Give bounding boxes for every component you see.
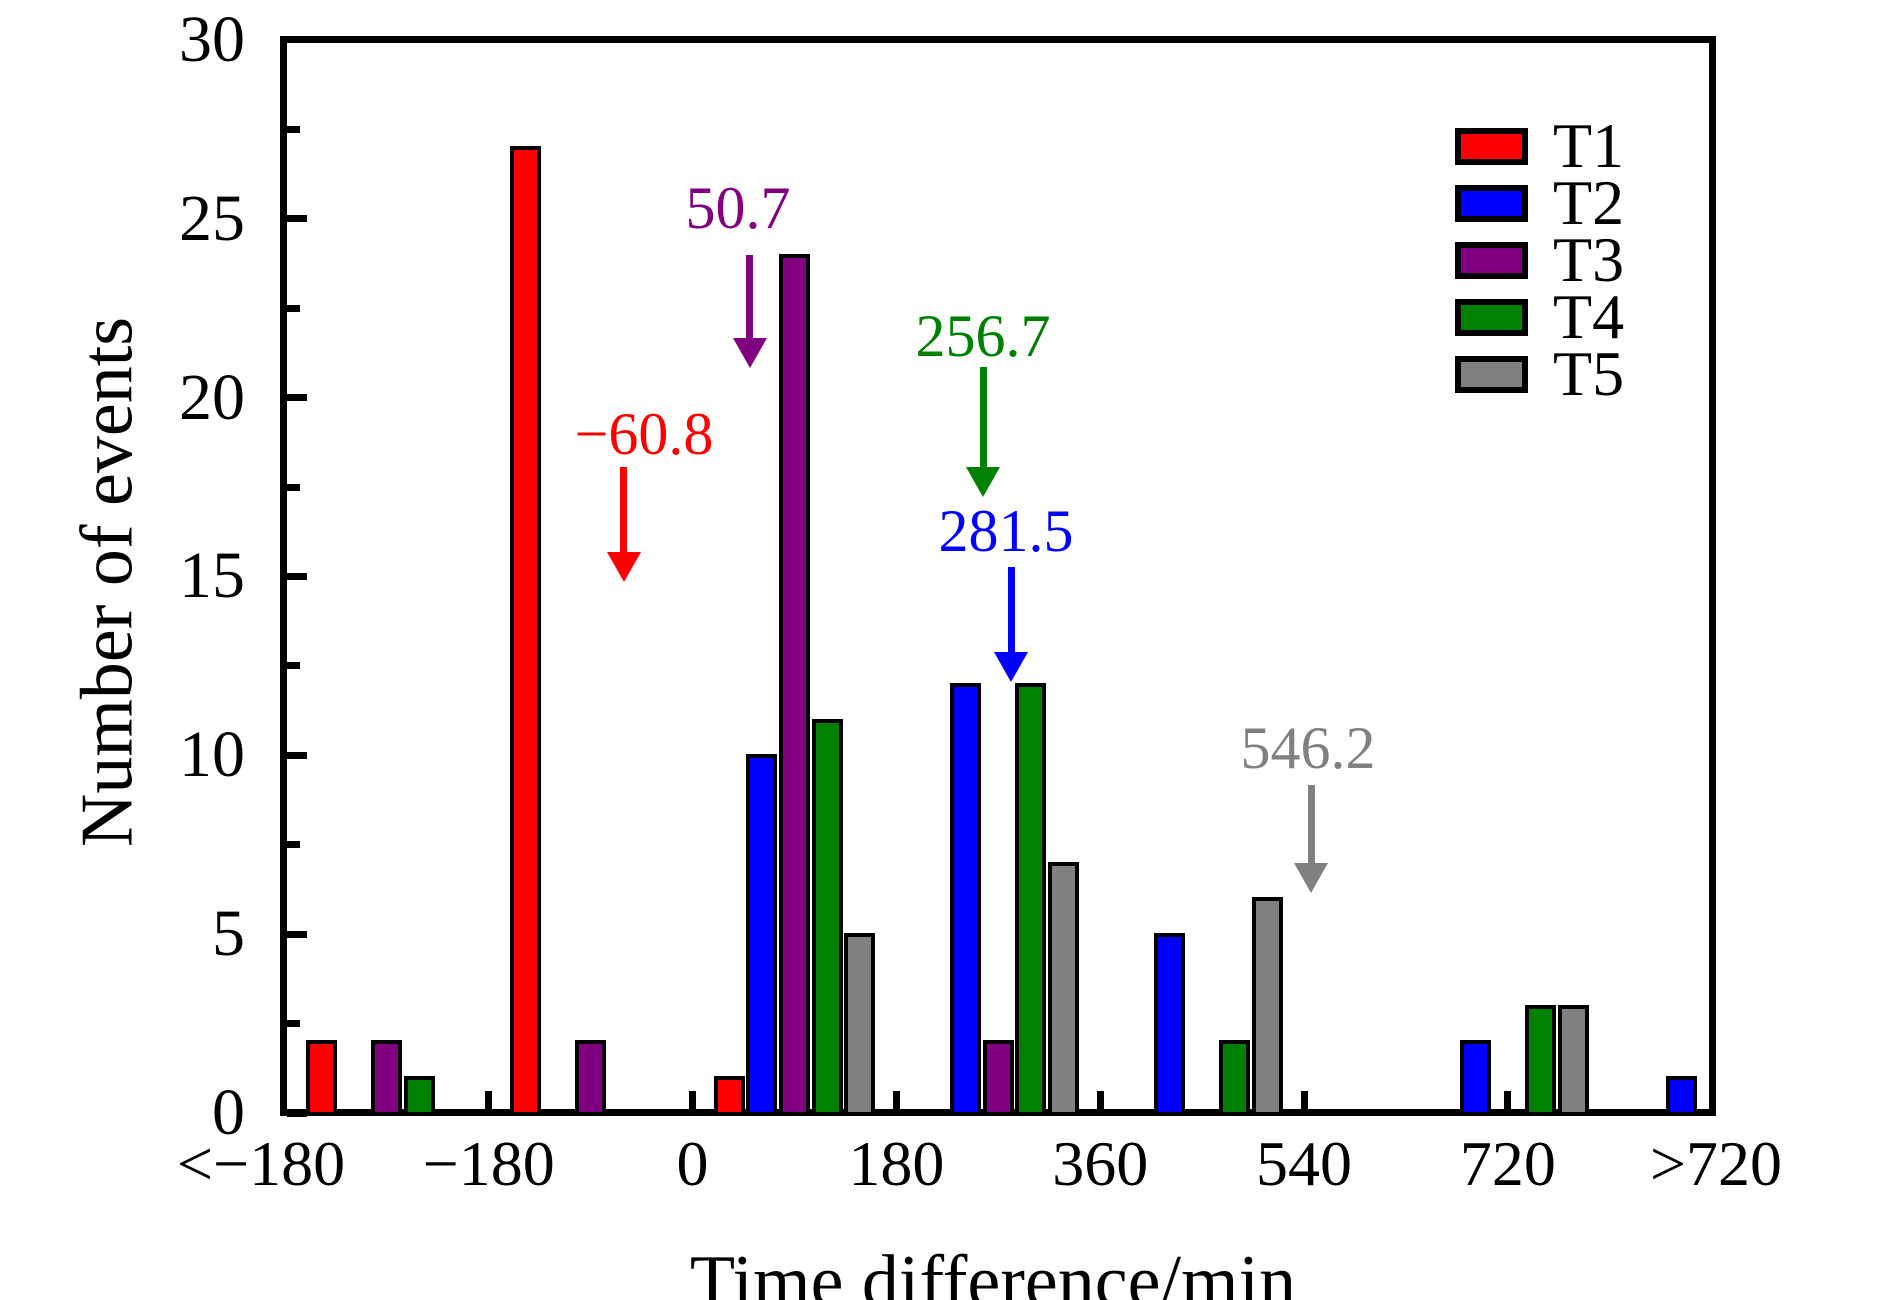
x-tick-360 — [1096, 1091, 1104, 1110]
x-tick-180 — [892, 1091, 900, 1110]
bar-T3-group2 — [575, 1040, 607, 1116]
x-axis-title: Time difference/min — [689, 1241, 1297, 1300]
bar-T2-group3 — [746, 754, 778, 1116]
y-minor-tick-2.5 — [286, 1020, 300, 1028]
y-tick-10 — [286, 751, 307, 759]
legend-label-T4: T4 — [1553, 281, 1625, 352]
legend-label-T5: T5 — [1553, 338, 1625, 409]
bar-T4-group1 — [403, 1076, 435, 1116]
legend-swatch-T3 — [1455, 241, 1528, 279]
x-tick-540 — [1300, 1091, 1308, 1110]
annotation-label-1: −60.8 — [574, 401, 714, 467]
annotation-label-2: 50.7 — [685, 175, 791, 241]
y-tick-15 — [286, 572, 307, 580]
bar-T4-group4 — [1015, 682, 1047, 1116]
bar-T5-group6 — [1557, 1004, 1589, 1116]
annotation-arrow-shaft-2 — [746, 255, 754, 338]
bar-T1-group2 — [509, 146, 541, 1116]
y-tick-20 — [286, 394, 307, 402]
y-tick-label-5: 5 — [212, 897, 245, 971]
bar-T4-group6 — [1525, 1004, 1556, 1116]
x-tick--180 — [485, 1091, 493, 1110]
bar-T3-group1 — [371, 1040, 403, 1116]
bar-T2-group7 — [1665, 1076, 1697, 1116]
bar-T1-group1 — [306, 1040, 338, 1116]
annotation-arrow-head-2 — [732, 338, 767, 368]
bar-T4-group5 — [1219, 1040, 1251, 1116]
x-tick-720 — [1504, 1091, 1512, 1110]
annotation-label-3: 256.7 — [915, 303, 1051, 369]
bar-T1-group3 — [713, 1076, 745, 1116]
y-tick-5 — [286, 930, 307, 938]
y-minor-tick-27.5 — [286, 125, 300, 133]
legend-label-T2: T2 — [1553, 167, 1625, 238]
bar-T3-group4 — [982, 1040, 1014, 1116]
annotation-arrow-shaft-1 — [620, 467, 628, 552]
x-edge-label-left: <−180 — [176, 1128, 346, 1199]
x-tick-label--180: −180 — [422, 1128, 555, 1199]
x-edge-label-right: >720 — [1649, 1128, 1783, 1199]
y-axis-title: Number of events — [66, 316, 149, 848]
y-tick-label-30: 30 — [179, 2, 245, 76]
y-minor-tick-22.5 — [286, 304, 300, 312]
legend-swatch-T4 — [1455, 298, 1528, 336]
y-tick-30 — [286, 36, 307, 44]
x-tick-label-360: 360 — [1052, 1128, 1149, 1199]
x-tick-0 — [689, 1091, 696, 1110]
x-tick-label-0: 0 — [676, 1128, 709, 1199]
legend-label-T1: T1 — [1553, 110, 1625, 181]
annotation-arrow-head-1 — [606, 552, 641, 582]
bar-T5-group3 — [844, 933, 876, 1116]
bar-T5-group5 — [1251, 897, 1283, 1116]
bar-T2-group4 — [950, 682, 982, 1116]
y-tick-label-0: 0 — [212, 1076, 245, 1149]
y-minor-tick-17.5 — [286, 483, 300, 491]
x-tick-label-180: 180 — [848, 1128, 945, 1199]
bar-T3-group3 — [778, 253, 810, 1116]
bar-T4-group3 — [811, 718, 843, 1116]
annotation-arrow-head-5 — [1294, 863, 1329, 893]
y-minor-tick-7.5 — [286, 841, 300, 849]
y-tick-25 — [286, 215, 307, 223]
legend-swatch-T2 — [1455, 184, 1528, 222]
bar-T2-group5 — [1154, 933, 1186, 1116]
y-tick-label-10: 10 — [179, 718, 245, 792]
y-tick-label-15: 15 — [179, 539, 245, 613]
annotation-arrow-shaft-3 — [979, 367, 987, 467]
x-tick-label-540: 540 — [1256, 1128, 1353, 1199]
y-tick-label-25: 25 — [179, 181, 245, 255]
x-tick-label-720: 720 — [1459, 1128, 1556, 1199]
y-tick-0 — [286, 1109, 307, 1117]
bar-T2-group6 — [1459, 1040, 1491, 1116]
annotation-arrow-head-4 — [994, 652, 1029, 682]
annotation-label-5: 546.2 — [1240, 715, 1376, 781]
annotation-label-4: 281.5 — [938, 498, 1074, 564]
legend-swatch-T5 — [1455, 355, 1528, 393]
annotation-arrow-head-3 — [966, 467, 1001, 497]
bar-T5-group4 — [1047, 861, 1079, 1116]
y-tick-label-20: 20 — [179, 360, 245, 434]
legend-swatch-T1 — [1455, 127, 1528, 165]
annotation-arrow-shaft-5 — [1307, 785, 1315, 863]
annotation-arrow-shaft-4 — [1007, 567, 1015, 652]
y-minor-tick-12.5 — [286, 662, 300, 670]
legend-label-T3: T3 — [1553, 224, 1625, 295]
